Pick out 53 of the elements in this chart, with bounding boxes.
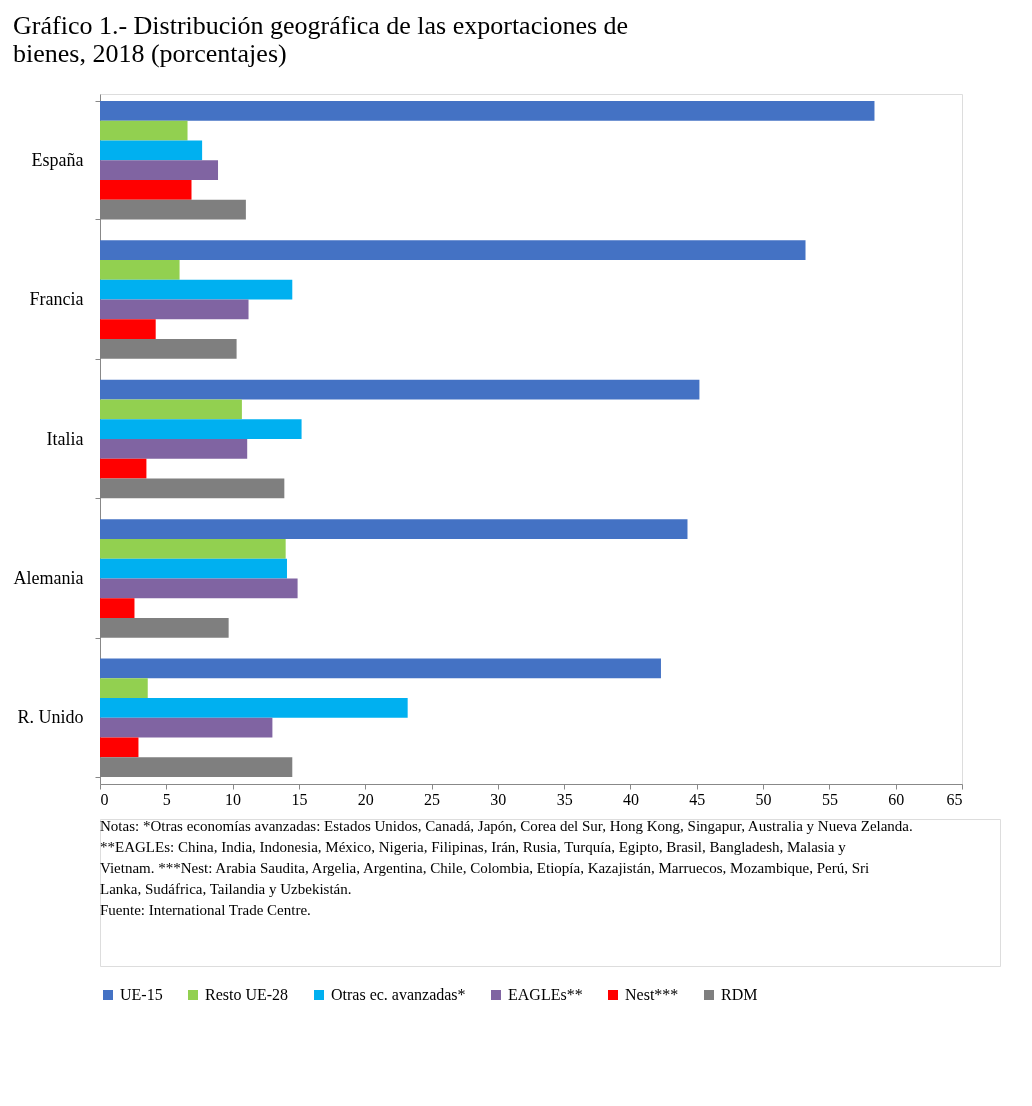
y-tick-label: Francia [29, 289, 84, 310]
bar [100, 160, 219, 180]
bar [100, 698, 408, 718]
x-tick-label: 10 [225, 790, 242, 808]
x-tick-label: 5 [162, 790, 171, 808]
bar [100, 100, 875, 121]
x-tick-label: 30 [490, 790, 507, 808]
bar [100, 538, 286, 559]
bar [100, 379, 700, 400]
legend-label: UE-15 [120, 986, 163, 1003]
x-tick-label: 25 [424, 790, 441, 808]
legend-label: RDM [721, 986, 758, 1003]
bar [100, 717, 273, 738]
x-tick-label: 55 [821, 790, 838, 808]
x-tick-label: 35 [556, 790, 573, 808]
y-tick-label: R. Unido [17, 707, 84, 728]
bar [100, 458, 147, 479]
x-tick-label: 15 [291, 790, 308, 808]
bar [100, 399, 242, 420]
x-tick-label: 45 [689, 790, 706, 808]
bar [100, 279, 293, 300]
bar [100, 319, 156, 340]
legend-label: Nest*** [625, 986, 679, 1003]
legend-label: Otras ec. avanzadas* [331, 986, 466, 1003]
bar [100, 439, 248, 459]
chart-title: Gráfico 1.- Distribución geográfica de las exportaciones de bienes, 2018 (porcentajes) [13, 11, 629, 68]
bar [100, 678, 148, 699]
y-tick-label: Italia [46, 428, 84, 449]
bar [100, 558, 287, 579]
bar [100, 519, 688, 539]
legend-label: EAGLEs** [508, 986, 583, 1003]
bar [100, 140, 203, 161]
bar [100, 299, 249, 320]
bar [100, 419, 302, 439]
x-tick-label: 20 [357, 790, 374, 808]
bar [100, 578, 298, 599]
bar [100, 240, 806, 261]
bar [100, 179, 192, 200]
x-tick-label: 40 [622, 790, 639, 808]
legend-label: Resto UE-28 [205, 986, 289, 1003]
x-tick-label: 65 [946, 790, 963, 808]
y-tick-label: Alemania [13, 567, 84, 588]
bar [100, 120, 188, 141]
bar [100, 737, 139, 758]
bar [100, 260, 180, 280]
bar [100, 598, 135, 618]
bar [100, 658, 661, 679]
x-tick-label: 60 [888, 790, 905, 808]
x-tick-label: 0 [100, 790, 109, 808]
source-note: Fuente: International Trade Centre. [100, 902, 311, 918]
text: Notas: *Otras economías avanzadas: Estados Unidos, Canadá, Japón, Corea del Sur, Hong Kong, Singapur, Australia y Nueva Zelanda. **EAGLEs: China, India, Indonesia, México, Nigeria, Filipinas, Irán, Rusia, Turquía, Egipto, Brasil, Bangladesh, Malasia y Vietnam. ***Nest: Arabia Saudita, Argelia, Argentina, Chile, Colombia, Etiopía, Kazajistán, Marruecos, Mozambique, Perú, Sri Lanka, Sudáfrica, Tailandia y Uzbekistán. [100, 818, 913, 897]
y-tick-label: España [31, 149, 84, 170]
x-tick-label: 50 [755, 790, 772, 808]
